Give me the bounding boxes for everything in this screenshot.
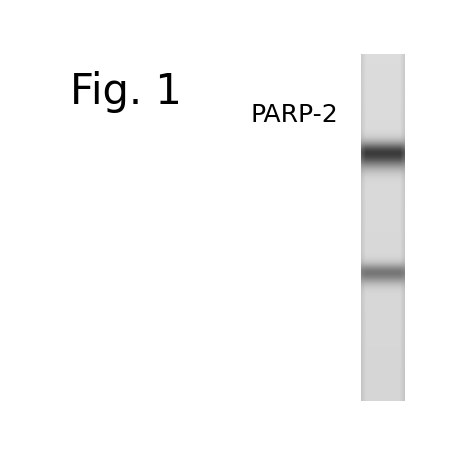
Text: Fig. 1: Fig. 1 xyxy=(70,71,182,113)
Text: PARP-2: PARP-2 xyxy=(251,103,339,126)
